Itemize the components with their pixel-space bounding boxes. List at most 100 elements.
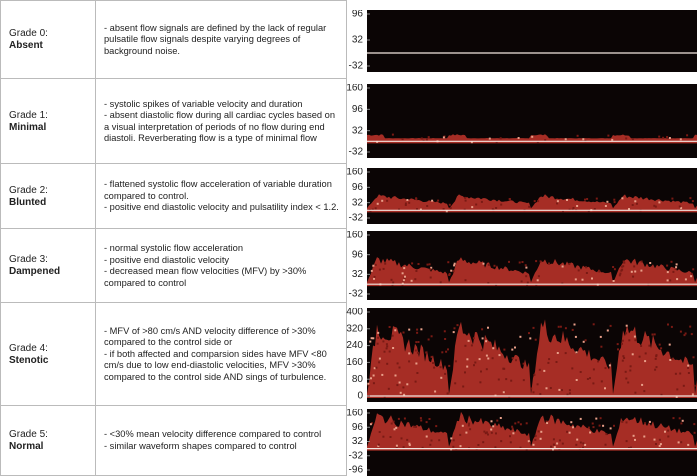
speckle — [638, 355, 641, 358]
speckle — [426, 263, 429, 266]
speckle — [453, 262, 456, 265]
speckle — [690, 333, 693, 336]
speckle — [440, 376, 443, 379]
speckle — [477, 444, 480, 446]
y-tick-label: 0 — [357, 391, 363, 402]
speckle — [493, 264, 496, 267]
speckle — [582, 340, 585, 343]
speckle — [682, 384, 685, 387]
speckle — [377, 336, 380, 339]
speckle — [539, 393, 542, 395]
speckle — [575, 443, 578, 446]
speckle — [548, 358, 551, 361]
grade-label: Grade 5: — [9, 428, 48, 440]
speckle — [443, 330, 446, 333]
speckle — [467, 339, 470, 342]
speckle — [430, 266, 433, 269]
speckle — [497, 378, 500, 381]
speckle — [378, 361, 381, 364]
speckle — [535, 260, 538, 263]
grade-name: Normal — [9, 440, 44, 452]
speckle — [490, 428, 493, 431]
speckle — [675, 396, 678, 398]
speckle — [464, 196, 467, 199]
doppler-panel: 160 96 32 -32 -96 — [346, 409, 697, 476]
speckle — [540, 430, 543, 433]
speckle — [495, 284, 498, 286]
speckle — [687, 443, 690, 446]
speckle — [658, 201, 661, 204]
speckle — [445, 350, 448, 353]
description-item: - similar waveform shapes compared to co… — [104, 440, 297, 451]
speckle — [468, 422, 471, 425]
speckle — [672, 417, 675, 420]
speckle — [553, 446, 556, 449]
speckle — [522, 362, 525, 365]
speckle — [693, 423, 696, 426]
speckle — [664, 430, 666, 433]
speckle — [381, 373, 384, 376]
speckle — [589, 431, 592, 434]
speckle — [538, 368, 541, 371]
speckle — [579, 371, 582, 373]
speckle — [564, 327, 567, 330]
speckle — [621, 339, 624, 342]
doppler-image — [367, 10, 697, 72]
speckle — [402, 280, 405, 283]
speckle — [692, 356, 695, 359]
speckle — [558, 388, 561, 391]
speckle — [604, 205, 607, 207]
description-item: - positive end diastolic velocity and pu… — [104, 202, 339, 213]
speckle — [520, 280, 523, 283]
speckle — [370, 337, 373, 340]
speckle — [556, 202, 559, 205]
speckle — [671, 197, 674, 200]
speckle — [528, 332, 530, 335]
speckle — [452, 439, 455, 442]
speckle — [403, 267, 406, 270]
speckle — [420, 137, 423, 140]
speckle — [494, 446, 497, 449]
speckle — [557, 325, 560, 328]
speckle — [559, 325, 562, 328]
speckle — [572, 426, 574, 429]
speckle — [401, 272, 404, 275]
speckle — [392, 281, 395, 284]
speckle — [485, 431, 488, 434]
y-tick-label: -32 — [349, 213, 364, 224]
speckle — [414, 278, 417, 281]
speckle — [613, 201, 616, 204]
speckle — [459, 445, 462, 448]
speckle — [539, 437, 542, 440]
speckle — [397, 417, 400, 420]
speckle — [584, 198, 586, 201]
speckle — [373, 277, 375, 280]
speckle — [680, 441, 683, 444]
speckle — [500, 440, 503, 443]
speckle — [482, 441, 485, 444]
speckle — [625, 332, 628, 335]
speckle — [600, 345, 603, 348]
speckle — [525, 422, 528, 425]
speckle — [687, 372, 690, 374]
speckle — [575, 351, 578, 354]
speckle — [582, 442, 585, 445]
speckle — [584, 339, 587, 342]
speckle — [445, 210, 448, 213]
speckle — [509, 441, 512, 444]
speckle — [529, 337, 532, 340]
speckle — [556, 442, 559, 445]
speckle — [430, 355, 433, 358]
speckle — [631, 353, 634, 356]
speckle — [582, 446, 584, 449]
speckle — [450, 448, 453, 451]
speckle — [470, 344, 473, 347]
y-tick-label: -32 — [349, 147, 364, 158]
speckle — [589, 377, 591, 380]
speckle — [658, 438, 661, 441]
speckle — [420, 419, 423, 422]
speckle — [606, 329, 609, 332]
speckle — [621, 359, 624, 362]
speckle — [408, 201, 411, 204]
doppler-panel: 96 32 -32 — [349, 10, 697, 72]
